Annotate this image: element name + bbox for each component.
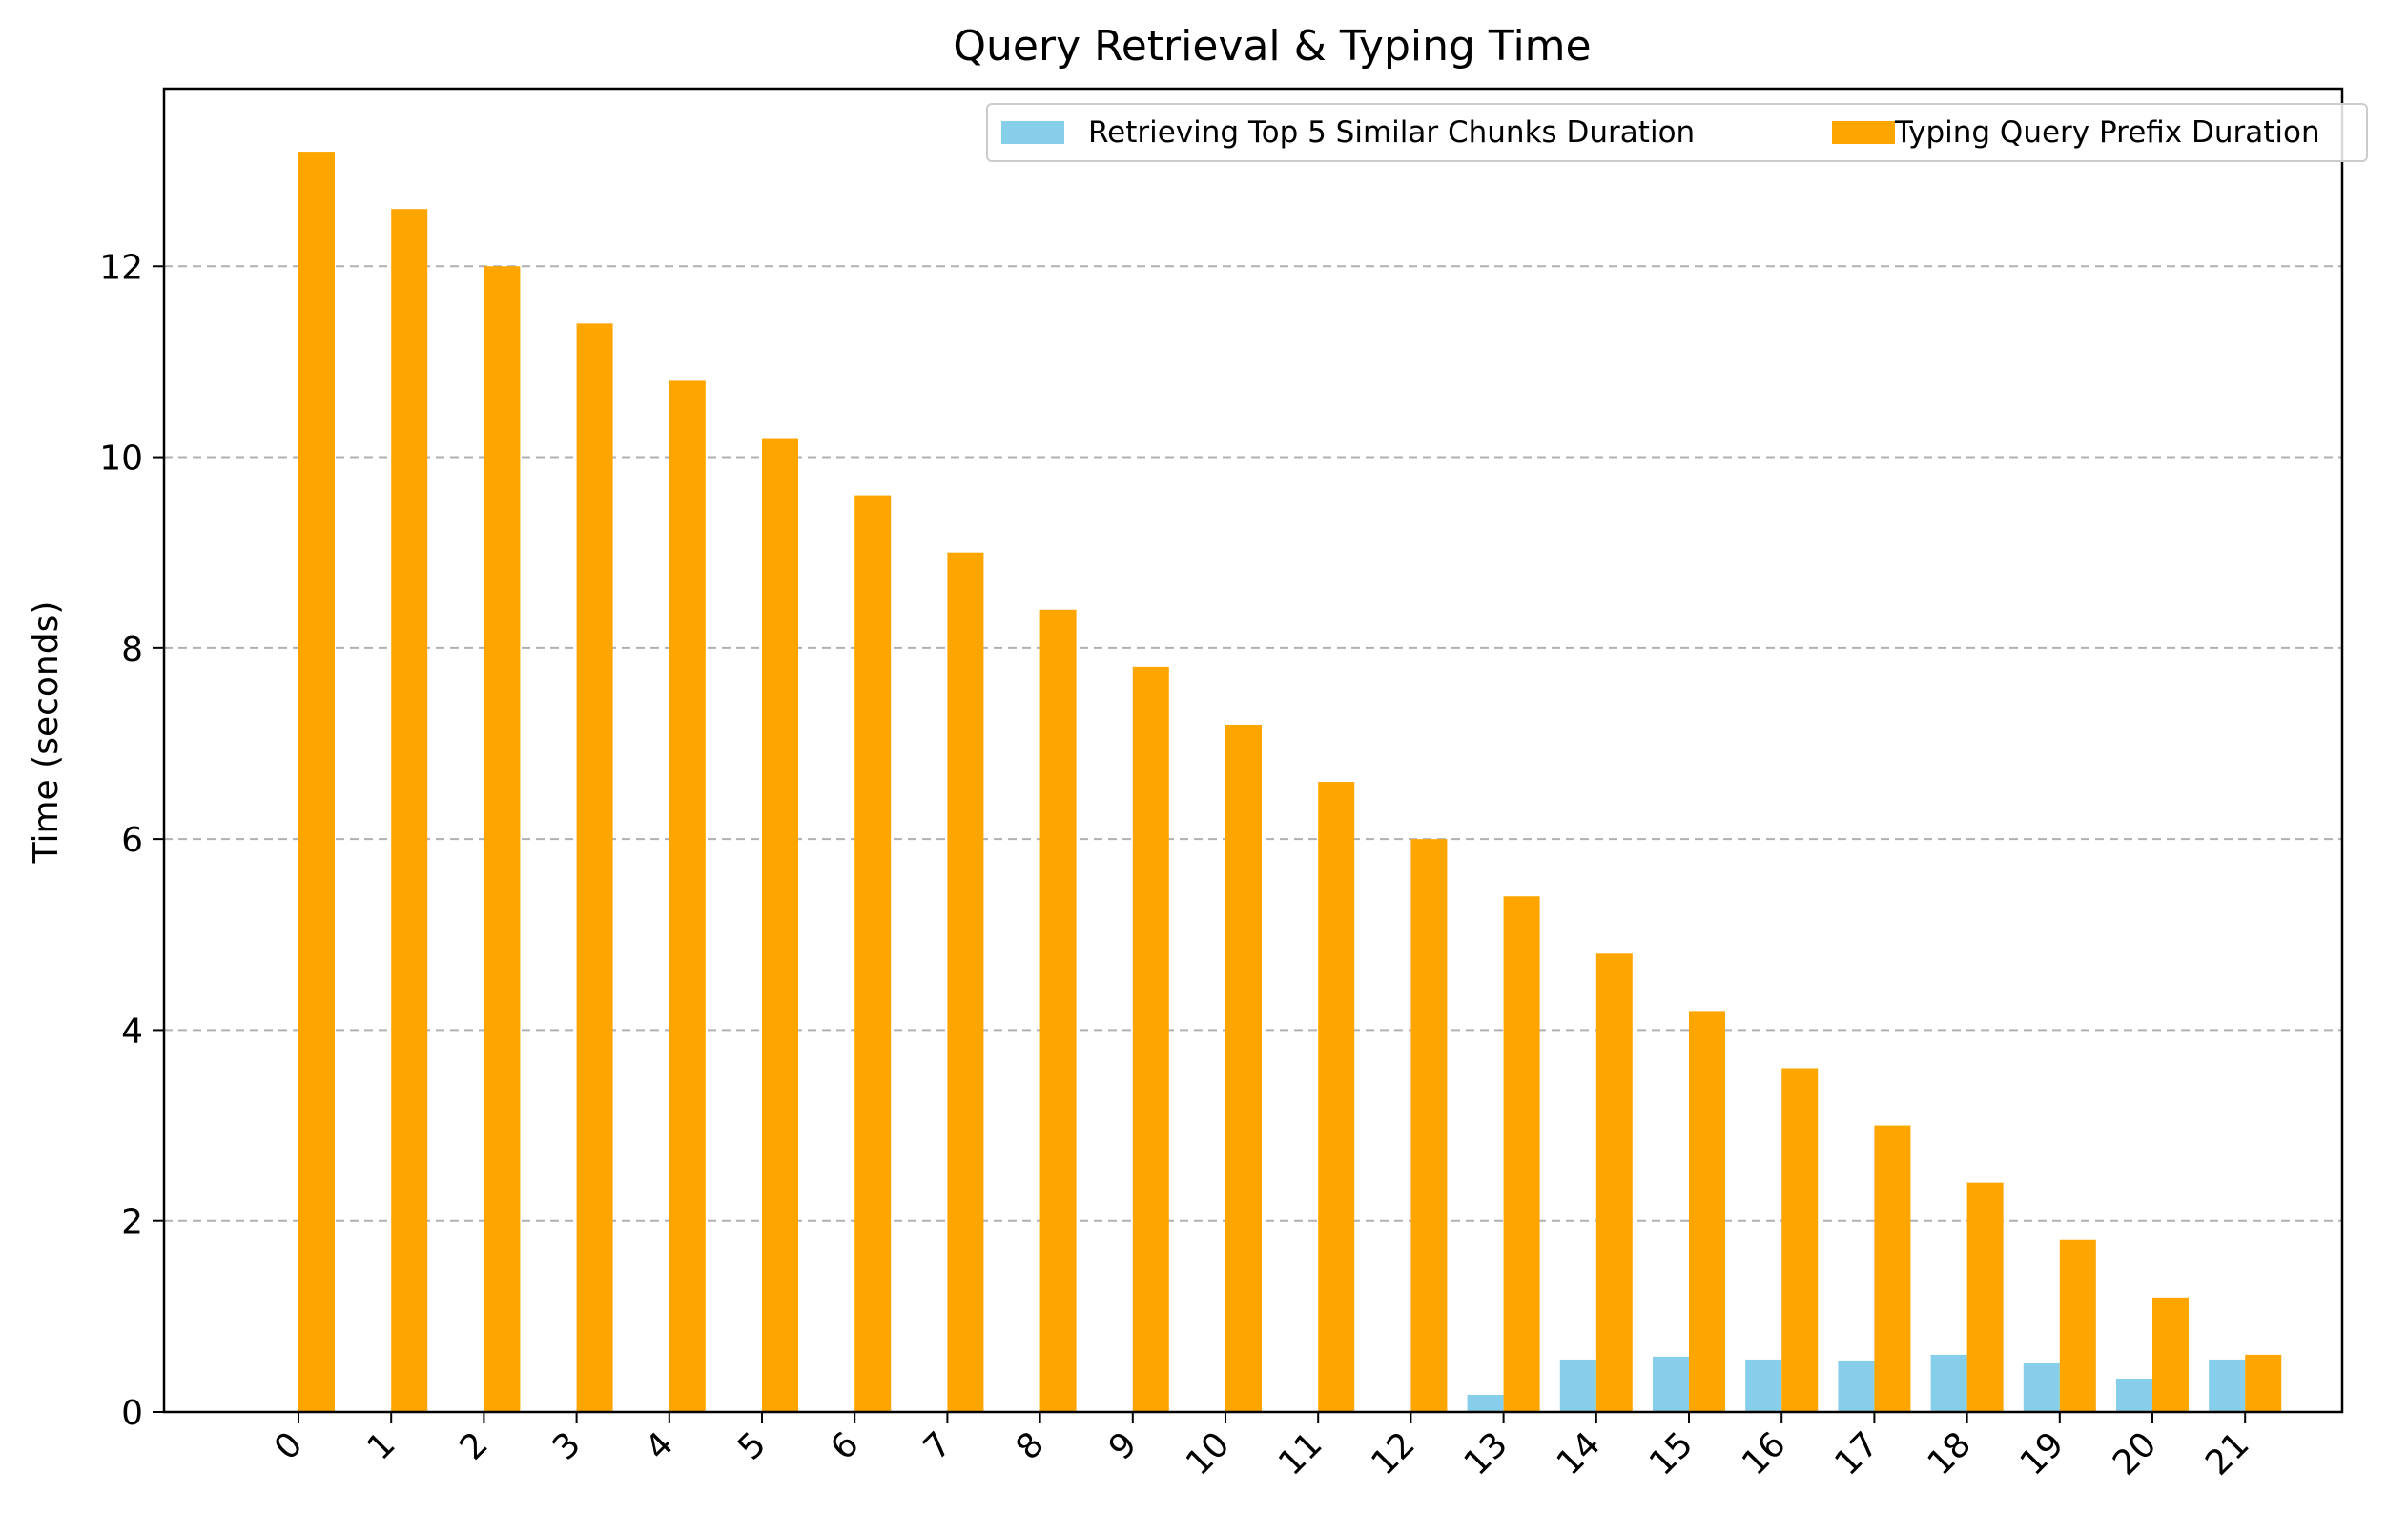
legend-label: Retrieving Top 5 Similar Chunks Duration <box>1088 115 1695 150</box>
x-tick-label: 2 <box>453 1424 496 1467</box>
bar-typing <box>391 209 428 1412</box>
bar-typing <box>1039 609 1077 1412</box>
bar-typing <box>1966 1182 2004 1412</box>
legend: Retrieving Top 5 Similar Chunks Duration… <box>986 103 2368 162</box>
y-tick-label: 8 <box>121 630 143 669</box>
bar-retrieval <box>2023 1362 2060 1412</box>
legend-swatch <box>1832 121 1895 144</box>
x-tick-label: 18 <box>1921 1424 1979 1483</box>
bar-retrieval <box>1930 1354 1967 1412</box>
bar-retrieval <box>1653 1356 1689 1412</box>
x-tick-label: 17 <box>1827 1424 1885 1483</box>
x-tick-label: 3 <box>545 1424 588 1467</box>
x-tick-label: 0 <box>267 1424 310 1467</box>
bars <box>298 152 2282 1413</box>
bar-typing <box>298 152 335 1413</box>
bar-retrieval <box>1467 1394 1504 1412</box>
bar-typing <box>2245 1354 2282 1412</box>
bar-typing <box>1132 666 1169 1412</box>
legend-box <box>986 103 2368 162</box>
y-tick-label: 12 <box>99 248 143 287</box>
bar-typing <box>854 495 892 1412</box>
bar-retrieval <box>2116 1378 2152 1412</box>
bar-typing <box>1503 896 1540 1412</box>
x-axis-ticks: 0 1 2 3 4 5 6 7 8 9 10 11 12 13 14 15 16 17 18 19 20 21 <box>267 1412 2257 1483</box>
bar-typing <box>2152 1297 2189 1412</box>
plot-frame <box>162 87 2344 1414</box>
bar-retrieval <box>1838 1360 1875 1412</box>
y-axis-label: Time (seconds) <box>27 602 66 865</box>
bar-retrieval <box>1559 1359 1596 1412</box>
x-tick-label: 6 <box>823 1424 866 1467</box>
y-tick-label: 2 <box>121 1203 143 1242</box>
x-tick-label: 20 <box>2106 1424 2164 1483</box>
legend-label: Typing Query Prefix Duration <box>1894 115 2320 150</box>
x-tick-label: 7 <box>916 1424 959 1467</box>
x-tick-label: 21 <box>2198 1424 2256 1483</box>
y-tick-label: 6 <box>121 821 143 860</box>
x-tick-label: 8 <box>1009 1424 1052 1467</box>
x-tick-label: 16 <box>1735 1424 1793 1483</box>
x-tick-label: 19 <box>2013 1424 2071 1483</box>
bar-typing <box>1318 782 1355 1412</box>
legend-swatch <box>1001 121 1064 144</box>
bar-typing <box>576 323 613 1412</box>
bar-typing <box>669 380 706 1413</box>
bar-typing <box>2059 1239 2096 1412</box>
bar-typing <box>947 552 984 1412</box>
x-tick-label: 12 <box>1364 1424 1422 1483</box>
x-tick-label: 11 <box>1271 1424 1329 1483</box>
bar-typing <box>1874 1125 1911 1412</box>
bar-typing <box>762 438 798 1412</box>
x-tick-label: 4 <box>638 1424 681 1467</box>
bar-retrieval <box>1745 1359 1782 1412</box>
bar-typing <box>1225 724 1262 1412</box>
chart-title: Query Retrieval & Typing Time <box>953 22 1591 71</box>
x-tick-label: 5 <box>731 1424 773 1467</box>
bar-typing <box>1595 953 1633 1412</box>
bar-retrieval <box>2209 1359 2246 1412</box>
x-tick-label: 10 <box>1179 1424 1237 1483</box>
x-tick-label: 14 <box>1550 1424 1608 1483</box>
bar-typing <box>1410 839 1448 1412</box>
y-tick-label: 10 <box>99 440 143 479</box>
y-tick-label: 0 <box>121 1394 143 1433</box>
bar-typing <box>1781 1068 1819 1412</box>
x-tick-label: 9 <box>1101 1424 1144 1467</box>
y-axis-ticks: 0 2 4 6 8 10 12 <box>99 248 164 1433</box>
bar-typing <box>1689 1011 1725 1412</box>
x-tick-label: 15 <box>1642 1424 1700 1483</box>
x-tick-label: 13 <box>1457 1424 1515 1483</box>
axes <box>162 87 2344 1414</box>
y-tick-label: 4 <box>121 1012 143 1051</box>
bar-typing <box>484 266 521 1412</box>
x-tick-label: 1 <box>360 1424 402 1467</box>
